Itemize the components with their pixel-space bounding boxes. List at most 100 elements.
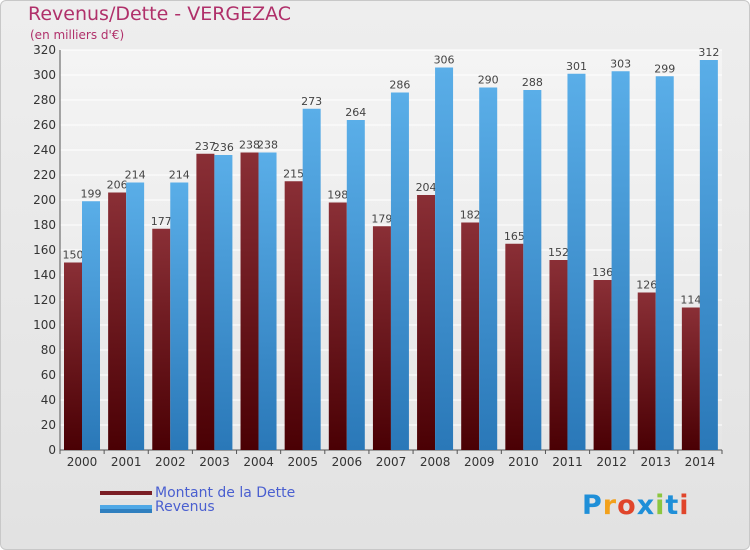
bar-dette <box>549 260 568 450</box>
data-label-revenus: 214 <box>125 169 146 182</box>
x-tick-label: 2004 <box>243 455 274 469</box>
bar-revenus <box>523 90 542 450</box>
bar-dette <box>108 192 127 450</box>
bar-revenus <box>126 182 145 450</box>
y-tick-label: 20 <box>41 418 56 432</box>
x-tick-label: 2003 <box>199 455 230 469</box>
chart-title: Revenus/Dette - VERGEZAC <box>28 3 292 25</box>
legend-label-revenus: Revenus <box>155 499 215 515</box>
x-tick-label: 2000 <box>67 455 98 469</box>
bar-dette <box>461 222 480 450</box>
data-label-dette: 136 <box>592 266 613 279</box>
y-tick-label: 80 <box>41 343 56 357</box>
legend-label-dette: Montant de la Dette <box>155 485 296 501</box>
logo-letter: r <box>602 490 618 521</box>
x-tick-label: 2008 <box>420 455 451 469</box>
y-tick-label: 220 <box>33 168 56 182</box>
bar-revenus <box>170 182 189 450</box>
bar-revenus <box>435 67 454 450</box>
data-label-revenus: 286 <box>389 79 410 92</box>
bar-revenus <box>214 155 233 450</box>
data-label-revenus: 264 <box>345 106 366 119</box>
proxiti-logo: Proxiti <box>582 490 690 521</box>
x-tick-label: 2001 <box>111 455 142 469</box>
x-tick-label: 2007 <box>376 455 407 469</box>
bar-revenus <box>611 71 630 450</box>
bar-revenus <box>346 120 365 450</box>
logo-letter: o <box>617 490 637 521</box>
logo-letter: t <box>665 490 680 521</box>
data-label-dette: 152 <box>548 246 569 259</box>
bar-revenus <box>390 92 409 450</box>
x-tick-label: 2010 <box>508 455 539 469</box>
y-tick-label: 160 <box>33 243 56 257</box>
y-tick-label: 180 <box>33 218 56 232</box>
y-tick-label: 200 <box>33 193 56 207</box>
logo-letter: P <box>582 490 603 521</box>
x-tick-label: 2009 <box>464 455 495 469</box>
data-label-revenus: 238 <box>257 139 278 152</box>
bar-dette <box>372 226 391 450</box>
x-tick-label: 2006 <box>332 455 363 469</box>
y-tick-label: 320 <box>33 43 56 57</box>
bar-dette <box>505 243 524 450</box>
y-tick-label: 140 <box>33 268 56 282</box>
y-tick-label: 240 <box>33 143 56 157</box>
legend-swatch-revenus <box>100 505 152 513</box>
bar-dette <box>637 292 656 450</box>
x-tick-label: 2013 <box>641 455 672 469</box>
data-label-dette: 182 <box>460 209 481 222</box>
logo-letter: i <box>679 490 690 521</box>
data-label-dette: 114 <box>680 294 701 307</box>
data-label-revenus: 288 <box>522 76 543 89</box>
data-label-dette: 150 <box>63 249 84 262</box>
bar-dette <box>417 195 436 450</box>
bar-revenus <box>82 201 100 450</box>
data-label-dette: 165 <box>504 230 525 243</box>
data-label-revenus: 199 <box>81 187 102 200</box>
data-label-revenus: 301 <box>566 60 587 73</box>
data-label-dette: 215 <box>283 167 304 180</box>
bar-dette <box>196 153 215 450</box>
bar-dette <box>593 280 612 450</box>
y-tick-label: 60 <box>41 368 56 382</box>
x-tick-label: 2002 <box>155 455 186 469</box>
bar-revenus <box>699 60 718 450</box>
y-tick-label: 280 <box>33 93 56 107</box>
y-tick-label: 40 <box>41 393 56 407</box>
bar-dette <box>328 202 347 450</box>
bar-revenus <box>479 87 498 450</box>
data-label-revenus: 236 <box>213 141 234 154</box>
data-label-revenus: 312 <box>698 46 719 59</box>
bar-revenus <box>655 76 674 450</box>
bar-revenus <box>258 152 277 450</box>
logo-letter: x <box>636 490 656 521</box>
data-label-dette: 206 <box>107 179 128 192</box>
chart-subtitle: (en milliers d'€) <box>30 28 125 42</box>
data-label-revenus: 303 <box>610 57 631 70</box>
bar-dette <box>240 152 259 450</box>
bar-revenus <box>567 73 586 450</box>
data-label-revenus: 214 <box>169 169 190 182</box>
data-label-dette: 177 <box>151 215 172 228</box>
data-label-revenus: 290 <box>478 74 499 87</box>
data-label-dette: 198 <box>327 189 348 202</box>
data-label-dette: 237 <box>195 140 216 153</box>
bar-revenus <box>302 108 321 450</box>
x-tick-label: 2014 <box>685 455 716 469</box>
y-tick-label: 100 <box>33 318 56 332</box>
data-label-dette: 179 <box>371 212 392 225</box>
x-tick-label: 2012 <box>596 455 627 469</box>
data-label-dette: 238 <box>239 139 260 152</box>
data-label-dette: 204 <box>416 181 437 194</box>
data-label-dette: 126 <box>636 279 657 292</box>
bar-dette <box>284 181 303 450</box>
y-tick-label: 300 <box>33 68 56 82</box>
y-tick-label: 260 <box>33 118 56 132</box>
bar-dette <box>681 307 700 450</box>
y-tick-label: 120 <box>33 293 56 307</box>
data-label-revenus: 306 <box>434 54 455 67</box>
x-tick-label: 2005 <box>287 455 318 469</box>
x-tick-label: 2011 <box>552 455 583 469</box>
